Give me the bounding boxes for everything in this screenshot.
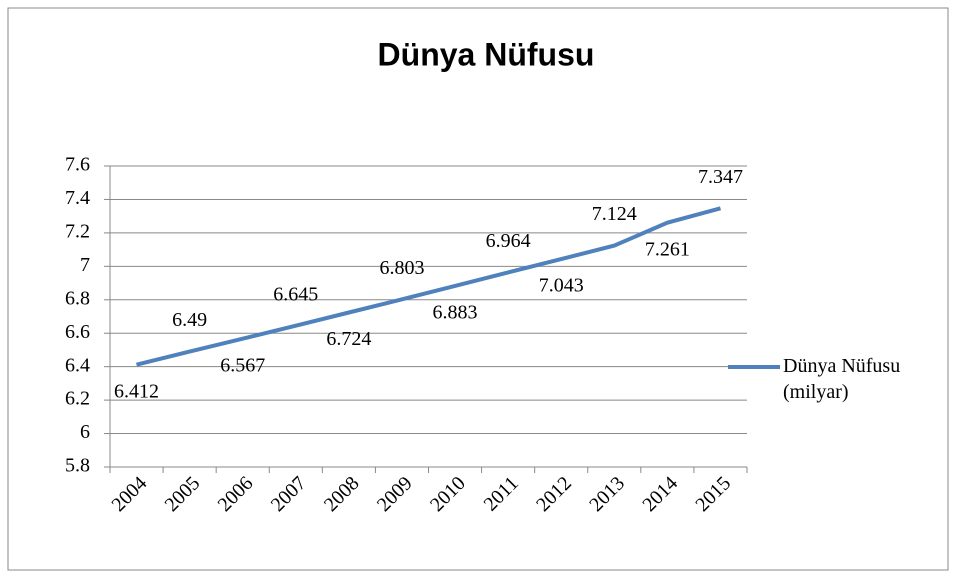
data-label: 6.645 bbox=[273, 283, 318, 305]
data-label: 7.261 bbox=[645, 238, 690, 260]
data-label: 6.49 bbox=[172, 309, 207, 331]
y-tick-label: 6.4 bbox=[65, 354, 90, 376]
data-label: 7.043 bbox=[539, 275, 584, 297]
data-line bbox=[136, 206, 722, 367]
y-tick-label: 7.6 bbox=[65, 154, 90, 176]
y-tick-label: 7.2 bbox=[65, 220, 90, 242]
y-tick-label: 7.4 bbox=[65, 187, 90, 209]
y-tick-label: 5.8 bbox=[65, 455, 90, 477]
data-label: 6.803 bbox=[379, 257, 424, 279]
chart-border bbox=[7, 7, 949, 571]
data-label: 6.964 bbox=[486, 230, 531, 252]
data-label: 6.567 bbox=[220, 354, 265, 376]
y-tick-label: 6.8 bbox=[65, 287, 90, 309]
y-tick-label: 7 bbox=[80, 254, 90, 276]
data-label: 6.724 bbox=[326, 328, 371, 350]
data-label: 7.347 bbox=[698, 166, 743, 188]
legend-label: Dünya Nüfusu (milyar) bbox=[783, 355, 901, 403]
data-label: 6.883 bbox=[433, 301, 478, 323]
data-label: 6.412 bbox=[114, 380, 159, 402]
y-tick-label: 6 bbox=[80, 421, 90, 443]
chart-title: Dünya Nüfusu bbox=[378, 36, 595, 72]
y-tick-label: 6.6 bbox=[65, 321, 90, 343]
legend: Dünya Nüfusu (milyar) bbox=[783, 355, 901, 403]
y-tick-label: 6.2 bbox=[65, 388, 90, 410]
data-label: 7.124 bbox=[592, 203, 637, 225]
